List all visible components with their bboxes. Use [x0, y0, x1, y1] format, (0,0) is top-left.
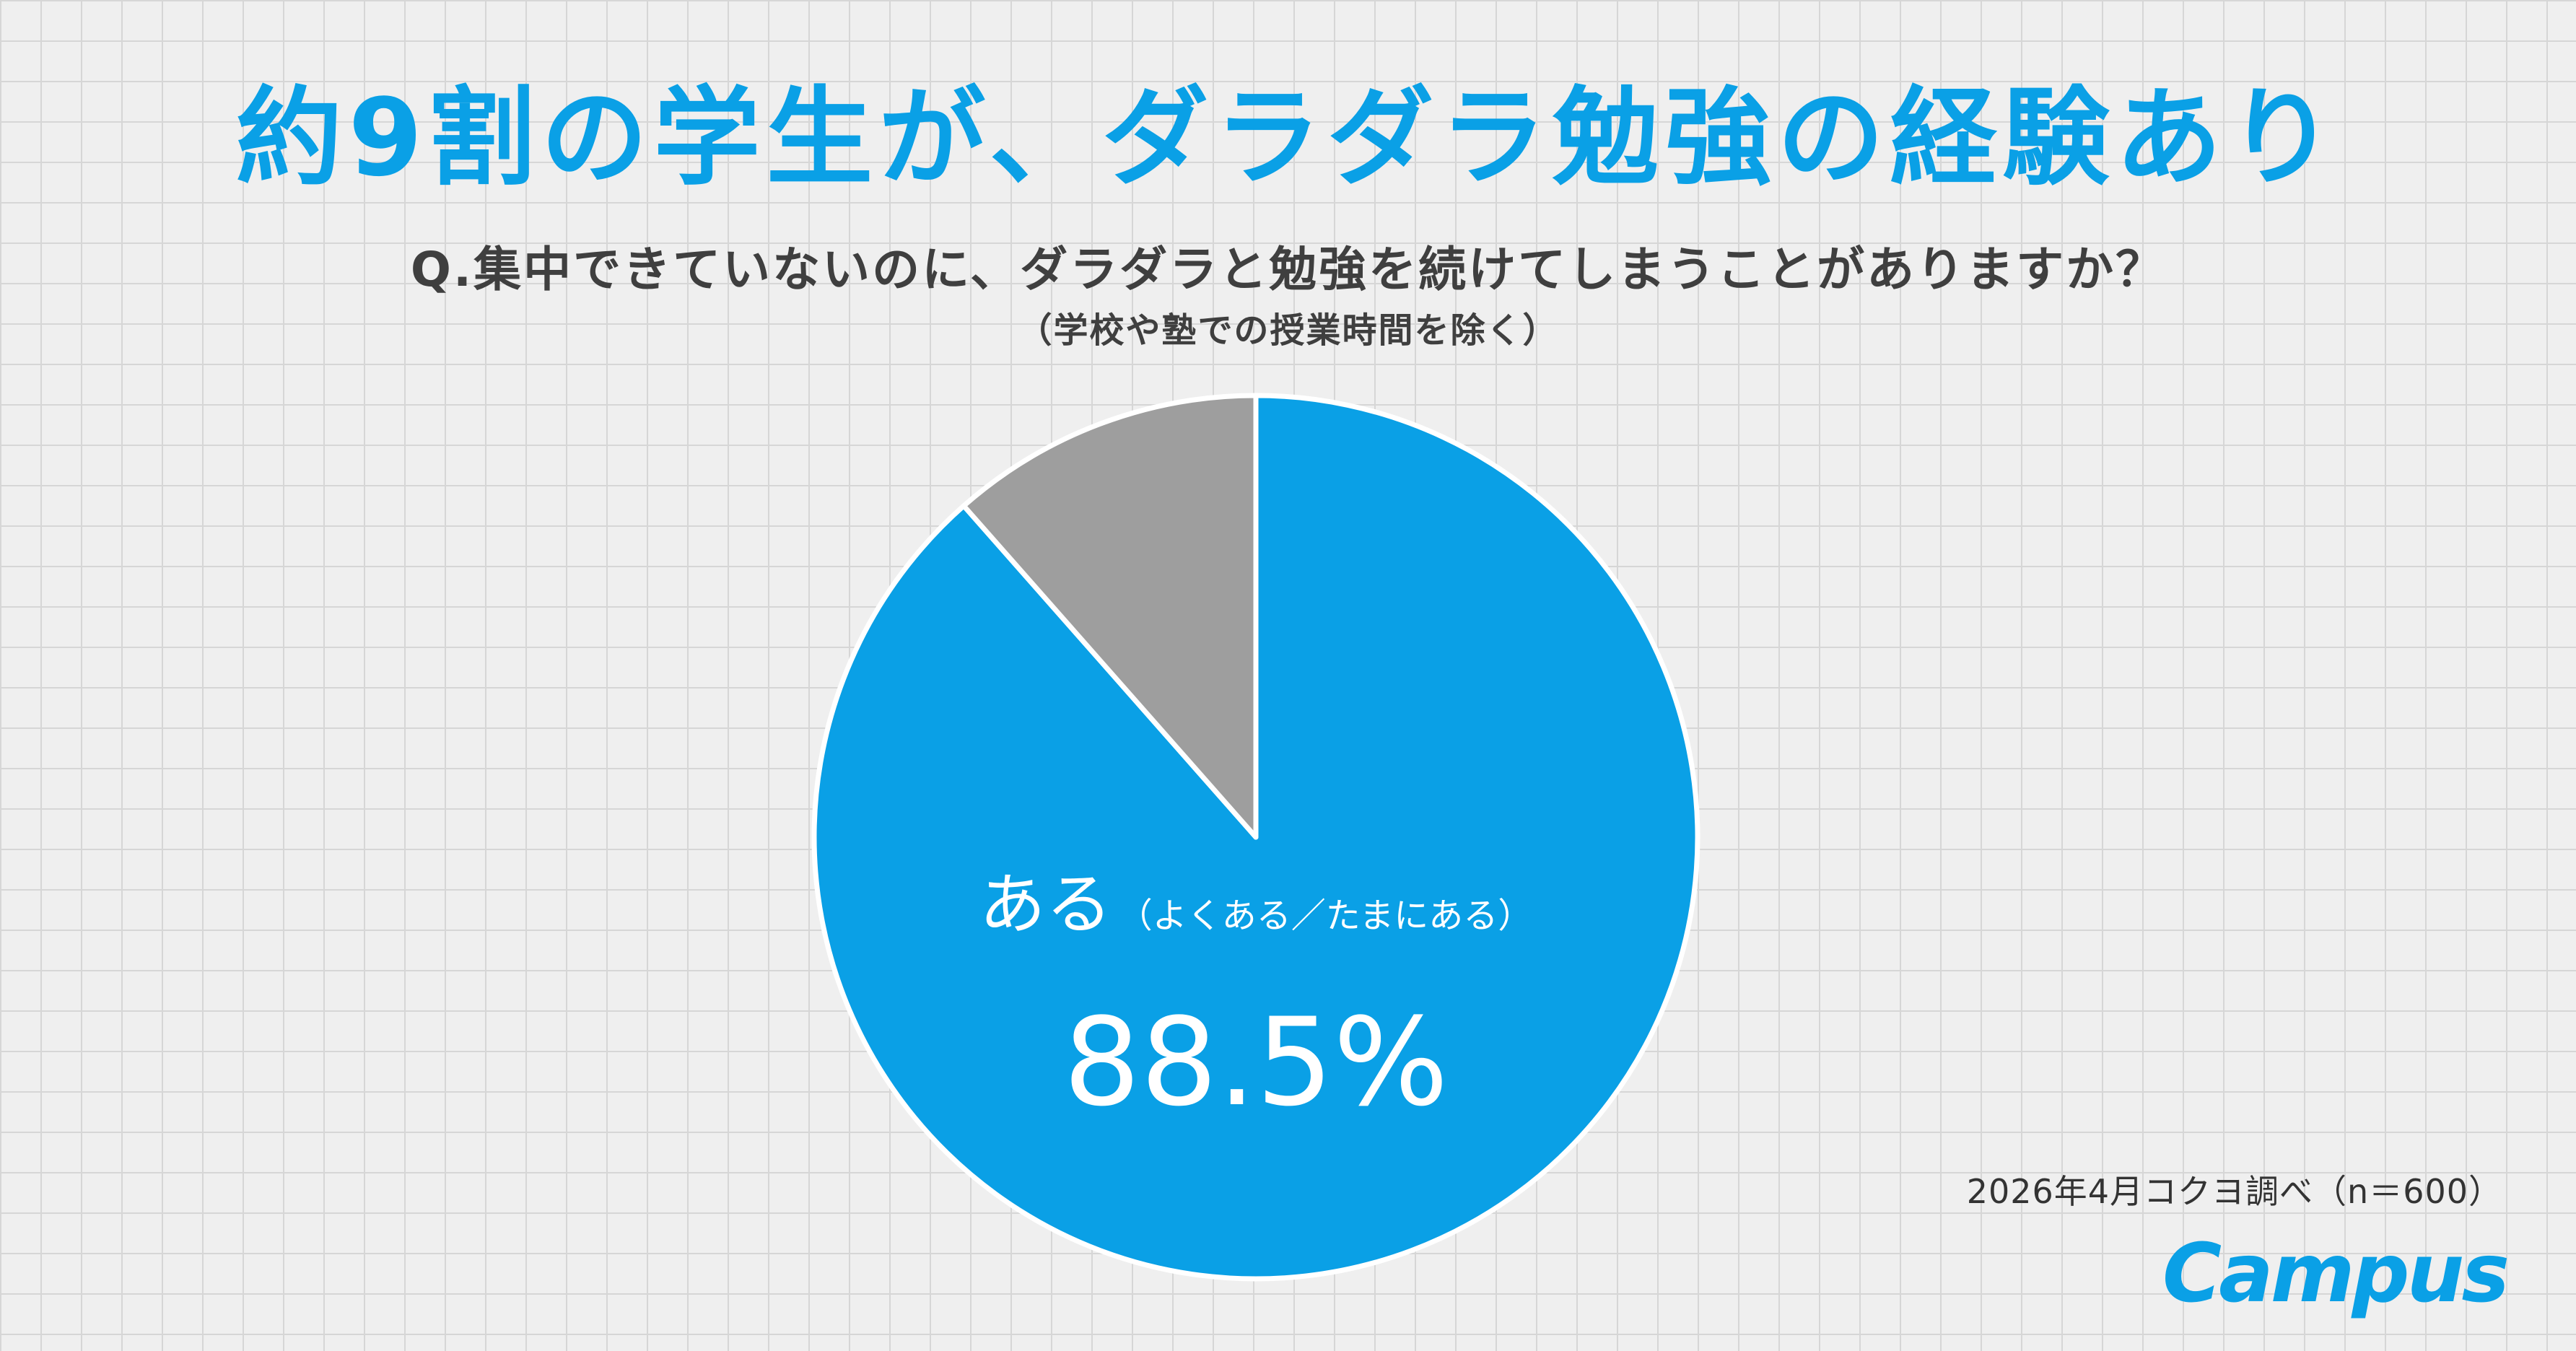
- headline: 約9割の学生が、ダラダラ勉強の経験あり: [235, 76, 2341, 200]
- pie-slice-1: [961, 393, 1259, 840]
- pie-chart: ある （よくある／たまにある） 88.5%: [808, 390, 1703, 1285]
- campus-logo: Campus: [2162, 1227, 2510, 1321]
- slice-label-main: ある: [979, 866, 1112, 943]
- slice-label: ある （よくある／たまにある）: [979, 866, 1533, 943]
- slice-label-sub: （よくある／たまにある）: [1118, 896, 1533, 936]
- question-text: Q.集中できていないのに、ダラダラと勉強を続けてしまうことがありますか？: [410, 242, 2166, 297]
- question-note: （学校や塾での授業時間を除く）: [1017, 310, 1559, 351]
- source-note: 2026年4月コクヨ調べ（n＝600）: [1966, 1172, 2502, 1211]
- slice-value-label: 88.5%: [1063, 992, 1449, 1133]
